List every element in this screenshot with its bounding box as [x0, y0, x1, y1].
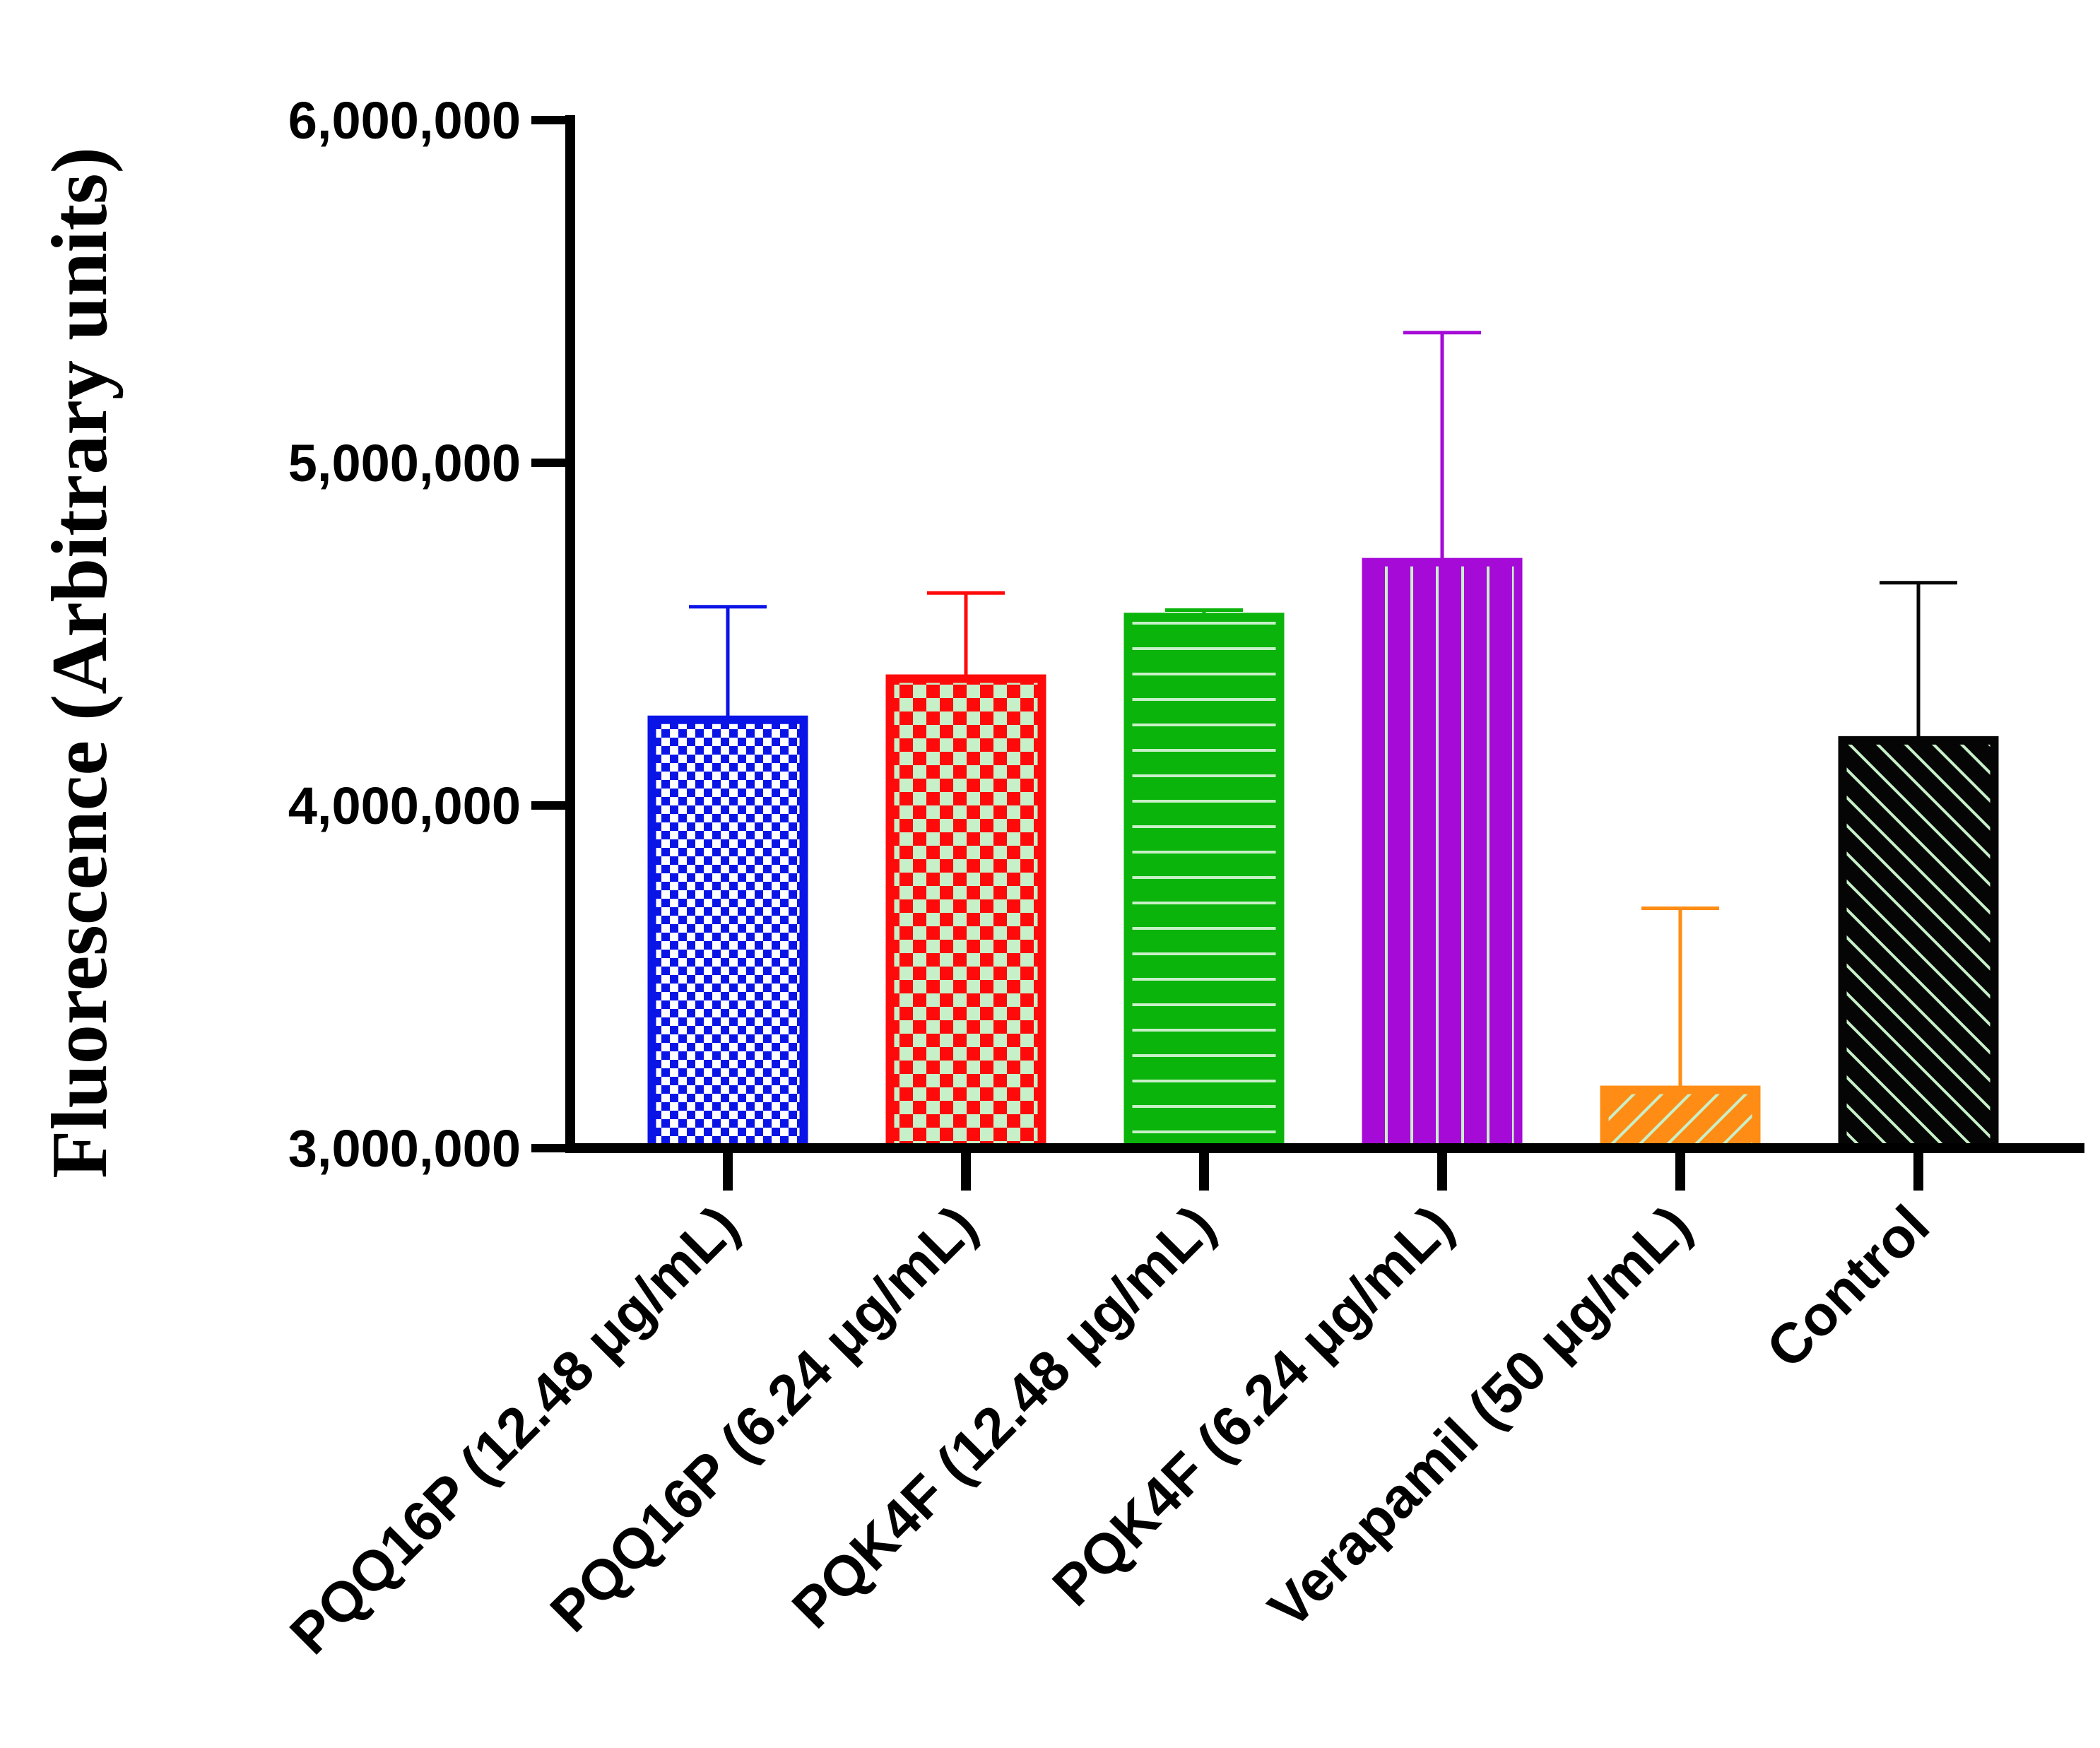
- y-tick-label: 5,000,000: [288, 434, 521, 492]
- bar: [647, 715, 808, 1152]
- bars: [647, 557, 1999, 1153]
- bar: [885, 674, 1046, 1152]
- x-tick-label: PQQ16P (6.24 μg/mL): [538, 1193, 989, 1643]
- y-tick-label: 3,000,000: [288, 1119, 521, 1178]
- x-tick-label: Verapamil (50 μg/mL): [1256, 1193, 1703, 1640]
- x-tick-label: Control: [1754, 1193, 1941, 1380]
- y-tick-label: 6,000,000: [288, 91, 521, 150]
- bar: [1600, 1085, 1761, 1153]
- bar: [1362, 557, 1523, 1152]
- x-axis-labels: PQQ16P (12.48 μg/mL)PQQ16P (6.24 μg/mL)P…: [278, 1193, 1941, 1666]
- error-bars: [689, 331, 1957, 1090]
- x-tick-label: PQK4F (6.24 μg/mL): [1041, 1193, 1465, 1617]
- y-axis-ticks: 3,000,000 4,000,000 5,000,000 6,000,000: [288, 91, 570, 1178]
- bar: [1838, 736, 1999, 1152]
- x-axis-ticks: [723, 1148, 1923, 1191]
- x-tick-label: PQK4F (12.48 μg/mL): [780, 1193, 1227, 1640]
- y-axis-title: Fluorescence (Arbitrary units): [36, 147, 124, 1179]
- y-tick-label: 4,000,000: [288, 776, 521, 835]
- x-tick-label: PQQ16P (12.48 μg/mL): [278, 1193, 750, 1666]
- bar: [1123, 613, 1285, 1152]
